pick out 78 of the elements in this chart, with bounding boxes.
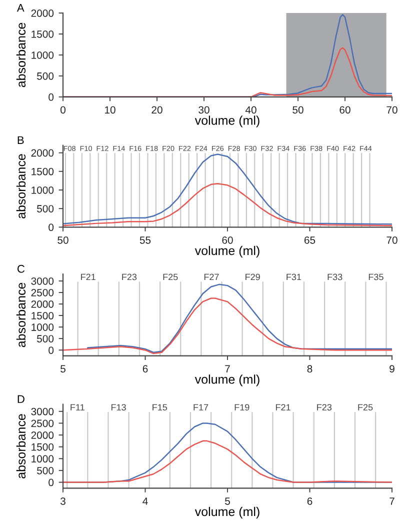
x-tick-label: 8 bbox=[307, 365, 312, 373]
y-axis-title: absorbance bbox=[16, 282, 26, 348]
y-tick-label: 2000 bbox=[31, 149, 54, 157]
ref-line-label: F33 bbox=[328, 274, 342, 280]
x-tick-label: 3 bbox=[60, 497, 66, 505]
x-tick-label: 6 bbox=[142, 365, 148, 373]
ref-line-label: F23 bbox=[122, 274, 137, 280]
y-tick-label: 500 bbox=[37, 335, 54, 342]
y-tick-label: 2500 bbox=[31, 420, 54, 428]
y-tick-label: 2000 bbox=[31, 300, 54, 308]
y-tick-label: 1500 bbox=[32, 30, 54, 38]
y-tick-label: 1000 bbox=[32, 324, 54, 331]
line-series bbox=[63, 154, 392, 225]
y-tick-label: 3000 bbox=[31, 408, 54, 416]
x-tick-label: 4 bbox=[142, 498, 148, 505]
x-tick-label: 70 bbox=[386, 236, 398, 244]
x-axis-title: volume (ml) bbox=[194, 374, 260, 386]
ref-line-label: F17 bbox=[194, 404, 208, 410]
ref-line-label: F31 bbox=[286, 274, 302, 280]
ref-line-label: F25 bbox=[163, 274, 178, 280]
chart-title: A bbox=[16, 4, 24, 12]
x-axis-title: volume (ml) bbox=[194, 246, 260, 258]
x-tick-label: 6 bbox=[307, 497, 312, 505]
x-tick-label: 10 bbox=[105, 106, 116, 114]
line-series bbox=[63, 440, 392, 483]
x-tick-label: 9 bbox=[390, 365, 394, 373]
y-tick-label: 0 bbox=[48, 346, 54, 354]
chart-title: B bbox=[18, 136, 24, 144]
x-tick-label: 70 bbox=[386, 106, 398, 114]
ref-line-label: F15 bbox=[152, 404, 168, 410]
y-axis-title: absorbance bbox=[16, 154, 26, 218]
x-tick-label: 7 bbox=[225, 365, 230, 372]
x-tick-label: 5 bbox=[225, 498, 230, 505]
chart-title: C bbox=[18, 264, 25, 273]
x-axis-title: volume (ml) bbox=[194, 506, 260, 519]
y-tick-label: 2500 bbox=[31, 288, 54, 296]
x-tick-label: 40 bbox=[245, 106, 256, 114]
y-tick-label: 0 bbox=[48, 478, 54, 486]
y-tick-label: 2000 bbox=[31, 10, 54, 17]
y-tick-label: 2000 bbox=[31, 432, 54, 439]
x-tick-label: 65 bbox=[304, 236, 316, 244]
y-tick-label: 1500 bbox=[32, 443, 54, 451]
y-axis-title: absorbance bbox=[16, 22, 26, 88]
ref-line-label: F27 bbox=[204, 274, 219, 280]
x-tick-label: 60 bbox=[222, 236, 233, 244]
ref-line-label: F25 bbox=[358, 404, 373, 410]
y-tick-label: 1000 bbox=[32, 51, 54, 59]
x-axis-title: volume (ml) bbox=[194, 116, 260, 128]
line-series bbox=[87, 284, 392, 354]
y-tick-label: 3000 bbox=[31, 277, 54, 285]
ref-line-label: F11 bbox=[70, 404, 84, 410]
ref-line-label: F21 bbox=[81, 274, 96, 280]
y-axis-title: absorbance bbox=[16, 414, 26, 478]
x-tick-label: 55 bbox=[140, 236, 151, 244]
y-tick-label: 0 bbox=[48, 224, 54, 232]
ref-line-label: F23 bbox=[317, 404, 332, 410]
ref-line-label: F21 bbox=[276, 404, 290, 410]
x-tick-label: 20 bbox=[152, 106, 162, 114]
y-tick-label: 1000 bbox=[32, 455, 54, 463]
ref-line-label: F13 bbox=[111, 404, 126, 410]
x-tick-label: 0 bbox=[60, 106, 66, 114]
x-tick-label: 50 bbox=[292, 106, 304, 114]
ref-line-label: F29 bbox=[246, 274, 260, 280]
y-tick-label: 1000 bbox=[32, 186, 54, 194]
y-tick-label: 0 bbox=[48, 93, 54, 101]
chart-title: D bbox=[18, 395, 24, 403]
x-tick-label: 5 bbox=[60, 365, 66, 373]
ref-line-label: F19 bbox=[234, 404, 250, 410]
y-tick-label: 500 bbox=[37, 205, 54, 212]
y-tick-label: 500 bbox=[37, 72, 54, 80]
ref-line-label: F35 bbox=[368, 274, 384, 280]
y-tick-label: 1500 bbox=[32, 168, 54, 176]
x-tick-label: 30 bbox=[198, 106, 210, 114]
y-tick-label: 1500 bbox=[32, 312, 54, 320]
x-tick-label: 50 bbox=[58, 236, 68, 244]
y-tick-label: 500 bbox=[37, 466, 54, 474]
x-tick-label: 60 bbox=[340, 106, 350, 114]
x-tick-label: 7 bbox=[390, 498, 394, 505]
